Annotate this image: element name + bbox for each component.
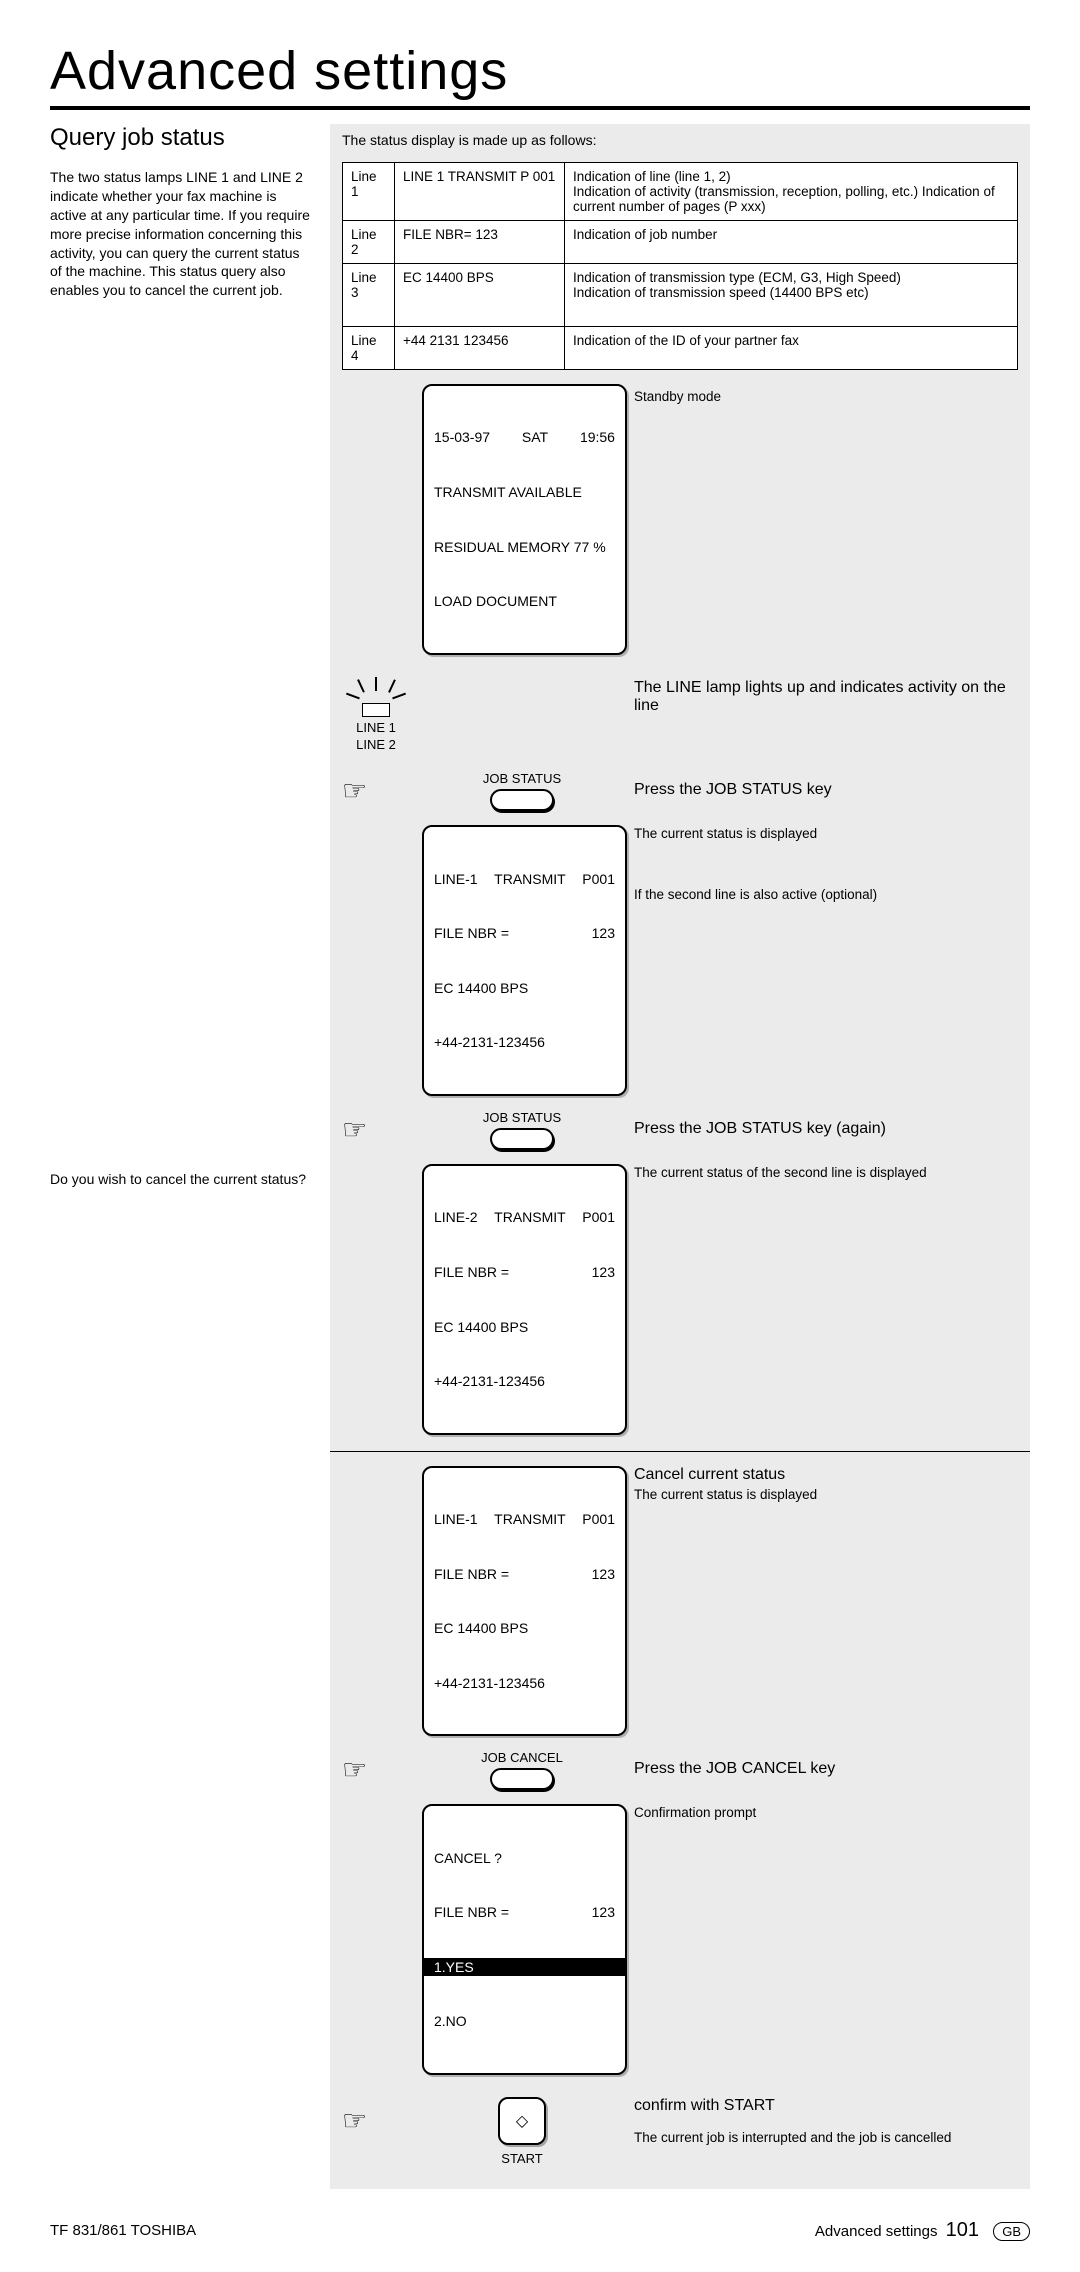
cell: Line 2 [343,221,395,264]
page-footer: TF 831/861 TOSHIBA Advanced settings 101… [50,2189,1030,2242]
job-status-again-desc: Press the JOB STATUS key (again) [634,1120,1018,1138]
gray-panel: The status display is made up as follows… [330,124,1030,2189]
hand-icon: ☞ [342,1756,410,1784]
second-line-status-desc: The current status of the second line is… [634,1164,1018,1182]
lcd-standby: 15-03-97SAT19:56 TRANSMIT AVAILABLE RESI… [422,384,627,655]
cell: LINE 1 TRANSMIT P 001 [395,163,565,221]
cell: Line 3 [343,264,395,327]
hand-icon: ☞ [342,777,410,805]
cell: Line 1 [343,163,395,221]
intro-line: The status display is made up as follows… [342,124,1018,162]
second-line-note: If the second line is also active (optio… [634,886,1018,904]
cell: EC 14400 BPS [395,264,565,327]
table-row: Line 2 FILE NBR= 123 Indication of job n… [343,221,1018,264]
table-row: Line 3 EC 14400 BPS Indication of transm… [343,264,1018,327]
cell: Indication of transmission type (ECM, G3… [565,264,1018,327]
cell: FILE NBR= 123 [395,221,565,264]
cell: Indication of the ID of your partner fax [565,327,1018,370]
lcd-cancel-status: LINE-1TRANSMITP001 FILE NBR =123 EC 1440… [422,1466,627,1737]
hand-icon: ☞ [342,1116,410,1144]
current-status-note: The current status is displayed [634,825,1018,843]
line-lamp-desc: The LINE lamp lights up and indicates ac… [634,679,1018,715]
cancel-question: Do you wish to cancel the current status… [50,1170,310,1189]
cancel-status-note: The current status is displayed [634,1486,1018,1504]
line-lamp-icon: LINE 1 LINE 2 [342,679,410,754]
hand-icon: ☞ [342,2097,410,2135]
title-rule [50,106,1030,110]
job-cancel-key[interactable]: JOB CANCEL [416,1750,628,1790]
confirm-prompt: Confirmation prompt [634,1804,1018,1822]
cell: Indication of line (line 1, 2) Indicatio… [565,163,1018,221]
diamond-icon: ◇ [516,2111,528,2131]
cancel-title: Cancel current status [634,1466,1018,1484]
footer-left: TF 831/861 TOSHIBA [50,2222,196,2239]
job-cancelled-desc: The current job is interrupted and the j… [634,2129,1018,2147]
left-column: Query job status The two status lamps LI… [50,124,310,2189]
gb-badge: GB [993,2222,1030,2241]
page-title: Advanced settings [50,40,1030,102]
job-status-desc: Press the JOB STATUS key [634,781,1018,799]
intro-paragraph: The two status lamps LINE 1 and LINE 2 i… [50,168,310,300]
confirm-start: confirm with START [634,2097,1018,2115]
cell: Indication of job number [565,221,1018,264]
lcd-line1: LINE-1TRANSMITP001 FILE NBR =123 EC 1440… [422,825,627,1096]
status-table: Line 1 LINE 1 TRANSMIT P 001 Indication … [342,162,1018,370]
job-cancel-desc: Press the JOB CANCEL key [634,1760,1018,1778]
standby-label: Standby mode [634,384,1018,406]
footer-right: Advanced settings 101 GB [815,2219,1030,2242]
start-key[interactable]: ◇ START [416,2097,628,2169]
job-status-key[interactable]: JOB STATUS [416,771,628,811]
lcd-cancel-prompt: CANCEL ? FILE NBR =123 1.YES 2.NO [422,1804,627,2075]
cell: Line 4 [343,327,395,370]
job-status-key[interactable]: JOB STATUS [416,1110,628,1150]
table-row: Line 1 LINE 1 TRANSMIT P 001 Indication … [343,163,1018,221]
cell: +44 2131 123456 [395,327,565,370]
section-title: Query job status [50,124,310,152]
lcd-line2: LINE-2TRANSMITP001 FILE NBR =123 EC 1440… [422,1164,627,1435]
section-divider [330,1451,1030,1452]
table-row: Line 4 +44 2131 123456 Indication of the… [343,327,1018,370]
